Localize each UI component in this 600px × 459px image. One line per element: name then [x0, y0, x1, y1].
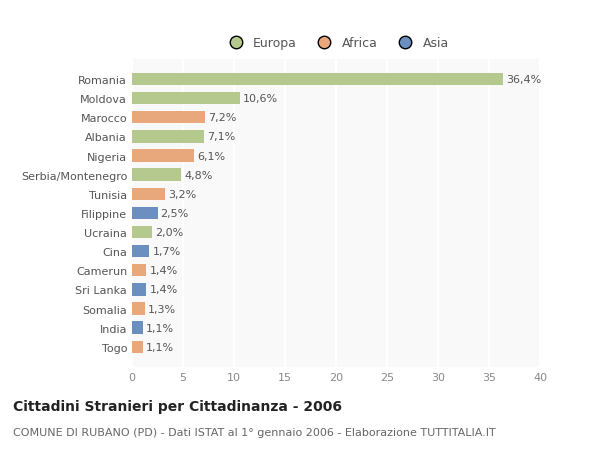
Bar [132, 73, 503, 86]
Text: 2,5%: 2,5% [161, 208, 189, 218]
Bar [132, 150, 194, 162]
Text: 1,1%: 1,1% [146, 342, 175, 352]
Bar [132, 302, 145, 315]
Legend: Europa, Africa, Asia: Europa, Africa, Asia [218, 32, 454, 55]
Text: 7,2%: 7,2% [209, 113, 237, 123]
Text: 6,1%: 6,1% [197, 151, 226, 161]
Bar [132, 93, 240, 105]
Bar [132, 284, 146, 296]
Bar [132, 226, 152, 239]
Bar [132, 207, 157, 220]
Text: 1,4%: 1,4% [149, 285, 178, 295]
Text: 4,8%: 4,8% [184, 170, 212, 180]
Bar [132, 188, 164, 201]
Bar [132, 322, 143, 334]
Text: 1,7%: 1,7% [152, 246, 181, 257]
Bar [132, 112, 205, 124]
Bar [132, 131, 205, 143]
Bar [132, 264, 146, 277]
Text: Cittadini Stranieri per Cittadinanza - 2006: Cittadini Stranieri per Cittadinanza - 2… [13, 399, 342, 413]
Text: COMUNE DI RUBANO (PD) - Dati ISTAT al 1° gennaio 2006 - Elaborazione TUTTITALIA.: COMUNE DI RUBANO (PD) - Dati ISTAT al 1°… [13, 427, 496, 437]
Text: 1,4%: 1,4% [149, 266, 178, 276]
Bar [132, 341, 143, 353]
Text: 1,3%: 1,3% [148, 304, 176, 314]
Text: 7,1%: 7,1% [208, 132, 236, 142]
Text: 3,2%: 3,2% [168, 190, 196, 199]
Bar [132, 246, 149, 258]
Text: 10,6%: 10,6% [243, 94, 278, 104]
Bar [132, 169, 181, 181]
Text: 36,4%: 36,4% [506, 75, 542, 85]
Text: 2,0%: 2,0% [155, 228, 184, 237]
Text: 1,1%: 1,1% [146, 323, 175, 333]
